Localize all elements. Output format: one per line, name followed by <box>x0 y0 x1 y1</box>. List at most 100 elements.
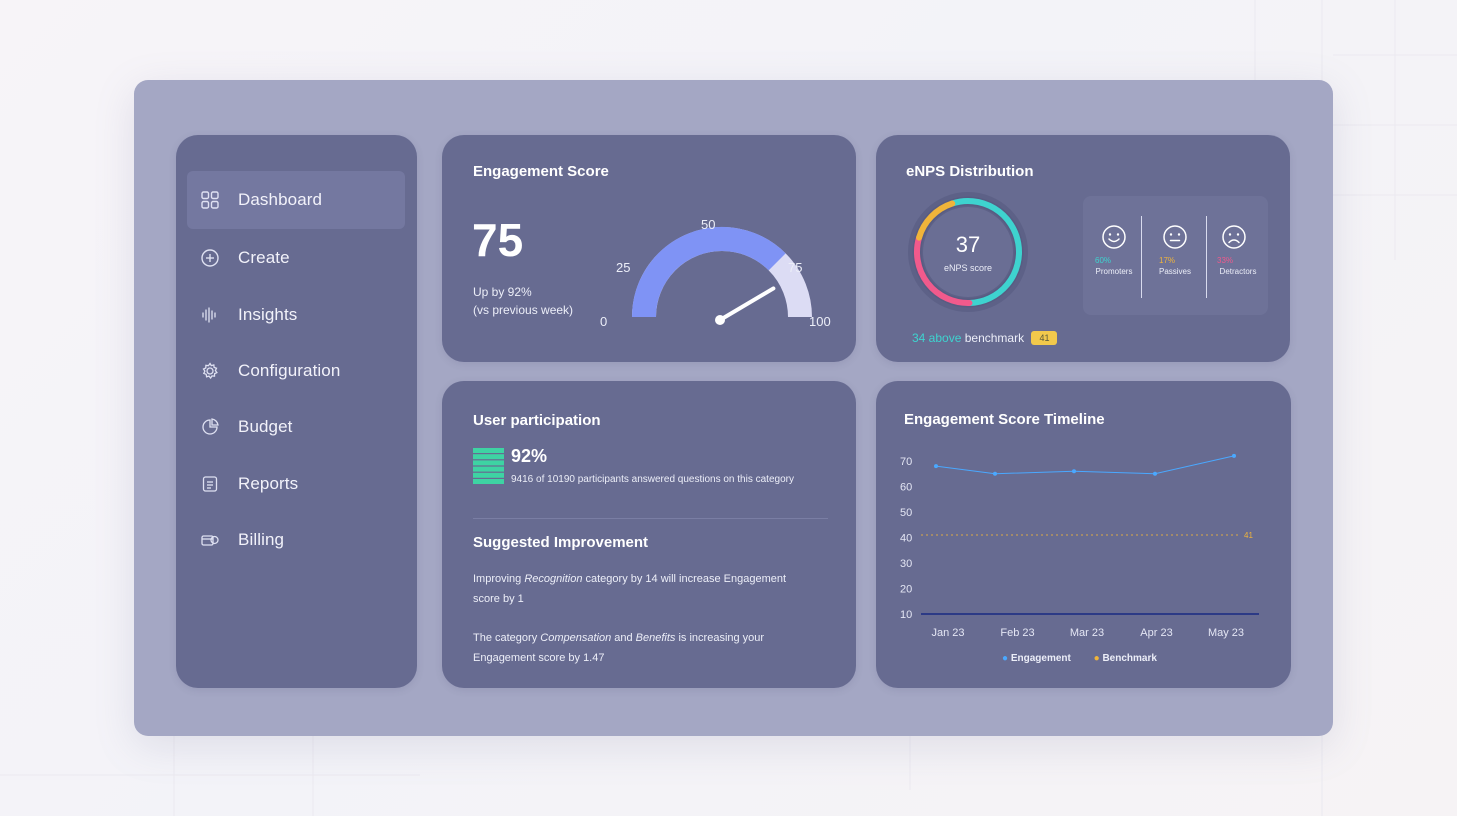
sidebar-item-create[interactable]: Create <box>187 229 405 287</box>
enps-ring-chart: 37 eNPS score <box>908 192 1028 312</box>
pie-chart-icon <box>200 417 220 437</box>
benchmark-line-label: 41 <box>1244 531 1253 540</box>
gauge-hub <box>715 315 725 325</box>
suggestion-text: Engagement score by 1.47 <box>473 652 605 664</box>
legend-benchmark: Benchmark <box>1102 653 1157 664</box>
enps-breakdown-panel: 60% Promoters 17% Passives 33% <box>1083 196 1268 315</box>
engagement-gauge: 0 25 50 75 100 <box>600 217 831 329</box>
x-tick-label: Feb 23 <box>1000 627 1034 639</box>
enps-ring-segment-detractors <box>914 234 973 306</box>
suggestion-text: category by 14 will increase Engagement <box>582 573 787 585</box>
card-title: Engagement Score Timeline <box>904 411 1105 428</box>
promoters-label: Promoters <box>1095 267 1133 276</box>
sidebar-item-label: Insights <box>238 305 298 324</box>
card-title: User participation <box>473 412 601 429</box>
smile-icon <box>1102 225 1126 249</box>
engagement-data-point[interactable] <box>993 471 997 476</box>
participation-bar <box>473 454 504 460</box>
sidebar: Dashboard Create Insights <box>176 135 417 688</box>
suggestion-text: Improving <box>473 573 525 585</box>
engagement-series-line <box>935 455 1235 475</box>
gauge-label-50: 50 <box>701 217 715 232</box>
engagement-data-point[interactable] <box>1153 471 1157 476</box>
suggestion-text: score by 1 <box>473 593 524 605</box>
enps-segment-passives: 17% Passives <box>1151 224 1199 276</box>
engagement-score-value: 75 <box>472 214 524 266</box>
enps-segment-promoters: 60% Promoters <box>1091 224 1137 276</box>
timeline-chart: 70 60 50 40 30 20 10 Jan 23 Feb 23 Mar 23 Apr 23 Ma… <box>900 453 1259 639</box>
sidebar-item-label: Billing <box>238 530 285 549</box>
x-tick-label: Jan 23 <box>931 627 964 639</box>
suggested-title: Suggested Improvement <box>473 534 649 551</box>
enps-score-value: 37 <box>956 232 980 257</box>
legend-engagement: Engagement <box>1010 653 1071 664</box>
participation-bar <box>473 479 504 484</box>
participation-bar <box>473 460 504 466</box>
gauge-label-75: 75 <box>788 260 802 275</box>
enps-segment-detractors: 33% Detractors <box>1211 224 1265 276</box>
enps-ring-segment-passives <box>916 200 956 241</box>
participation-percent: 92% <box>511 446 548 466</box>
sidebar-item-label: Dashboard <box>238 190 323 209</box>
sidebar-item-label: Create <box>238 248 290 267</box>
sidebar-item-configuration[interactable]: Configuration <box>187 342 405 400</box>
suggestion-2: The category Compensation and Benefits i… <box>473 628 764 668</box>
sidebar-item-label: Budget <box>238 417 293 436</box>
grid-icon <box>200 190 220 210</box>
participation-bar <box>473 448 504 453</box>
engagement-data-point[interactable] <box>1232 453 1236 458</box>
suggestion-category: Recognition <box>524 573 583 585</box>
detractors-label: Detractors <box>1219 267 1257 276</box>
y-tick-label: 10 <box>900 609 912 621</box>
benchmark-diff: 34 above <box>912 331 962 345</box>
waveform-icon <box>200 305 220 325</box>
gauge-fill <box>632 227 786 318</box>
benchmark-word: benchmark <box>964 331 1025 345</box>
gauge-label-0: 0 <box>600 314 607 329</box>
enps-distribution-card: eNPS Distribution 37 eNPS score 60% Prom… <box>876 135 1290 362</box>
timeline-card: Engagement Score Timeline 70 60 50 40 30 20 10… <box>876 381 1291 688</box>
suggestion-text: is increasing your <box>675 632 765 644</box>
engagement-change: Up by 92% <box>473 285 532 299</box>
participation-description: 9416 of 10190 participants answered ques… <box>511 474 794 485</box>
gauge-label-25: 25 <box>616 260 630 275</box>
suggestion-1: Improving Recognition category by 14 wil… <box>473 569 786 609</box>
suggestion-text: and <box>611 632 636 644</box>
passives-label: Passives <box>1158 267 1191 276</box>
benchmark-badge: 41 <box>1031 331 1058 345</box>
participation-bar <box>473 466 504 472</box>
y-tick-label: 60 <box>900 482 912 494</box>
card-title: eNPS Distribution <box>906 163 1034 180</box>
sidebar-item-billing[interactable]: Billing <box>187 511 405 569</box>
sidebar-item-insights[interactable]: Insights <box>187 286 405 344</box>
legend-dot-benchmark: ● <box>1093 653 1100 664</box>
gauge-label-100: 100 <box>809 314 831 329</box>
participation-card: User participation 92% 9416 of 10190 par… <box>442 381 856 688</box>
x-tick-label: Apr 23 <box>1140 627 1172 639</box>
timeline-legend: ● Engagement ● Benchmark <box>1002 653 1157 664</box>
y-tick-label: 20 <box>900 584 912 596</box>
y-tick-label: 30 <box>900 558 912 570</box>
enps-score-label: eNPS score <box>944 263 992 273</box>
sidebar-item-dashboard[interactable]: Dashboard <box>187 171 405 229</box>
document-icon <box>200 474 220 494</box>
x-tick-label: Mar 23 <box>1070 627 1104 639</box>
wallet-icon <box>200 530 220 550</box>
plus-circle-icon <box>200 248 220 268</box>
y-tick-label: 40 <box>900 533 912 545</box>
sidebar-item-reports[interactable]: Reports <box>187 455 405 513</box>
engagement-data-point[interactable] <box>1072 469 1076 474</box>
suggestion-category: Benefits <box>635 632 676 644</box>
card-title: Engagement Score <box>473 163 609 180</box>
dashboard-frame: Dashboard Create Insights <box>134 80 1333 736</box>
suggestion-text: The category <box>473 632 541 644</box>
engagement-data-point[interactable] <box>934 464 938 469</box>
divider <box>473 518 828 519</box>
gauge-needle <box>718 286 776 322</box>
sidebar-item-label: Configuration <box>238 361 341 380</box>
engagement-score-card: Engagement Score 75 Up by 92% (vs previo… <box>442 135 856 362</box>
gear-icon <box>200 361 220 381</box>
sidebar-item-budget[interactable]: Budget <box>187 398 405 456</box>
promoters-percent: 60% <box>1095 256 1112 265</box>
detractors-percent: 33% <box>1217 256 1234 265</box>
